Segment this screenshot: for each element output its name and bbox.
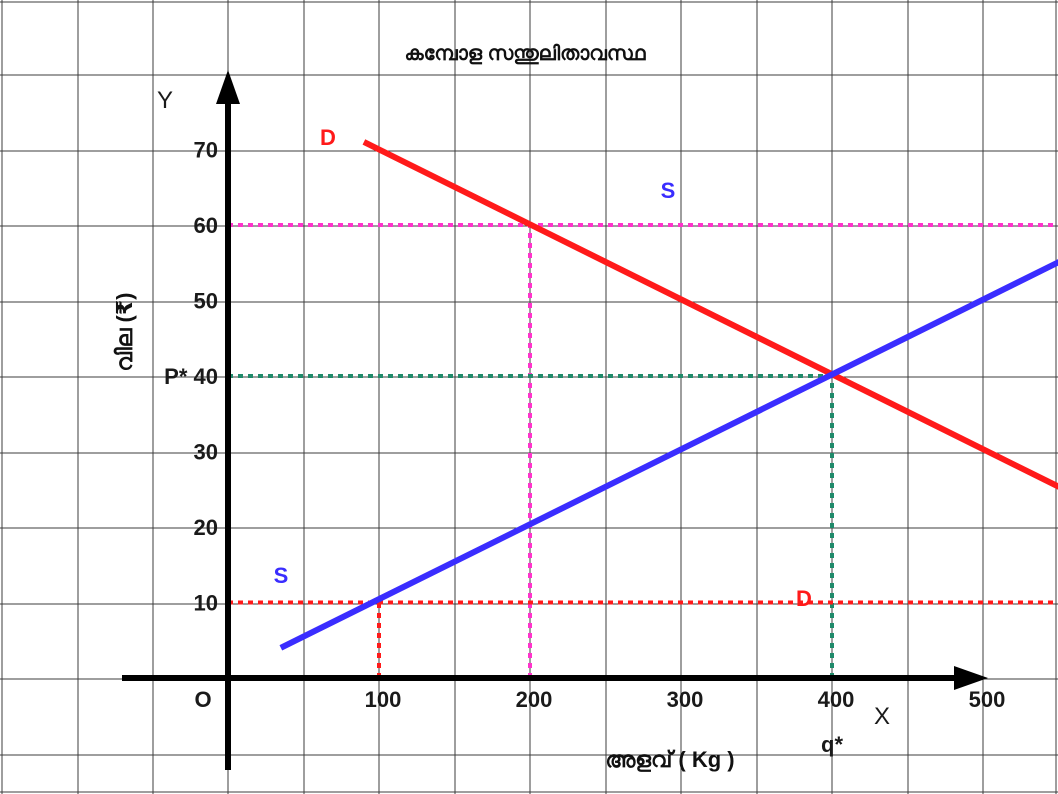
x-tick-label: 300: [667, 687, 704, 712]
equilibrium-quantity-label: q*: [821, 732, 843, 757]
x-tick-label: 100: [365, 687, 402, 712]
chart-title: കമ്പോള സന്തുലിതാവസ്ഥ: [405, 42, 646, 65]
y-tick-label: 10: [194, 591, 218, 616]
x-tick-label: 200: [516, 687, 553, 712]
supply-label-bottom: S: [274, 563, 289, 588]
y-tick-label: 20: [194, 515, 218, 540]
y-tick-label: 70: [194, 138, 218, 163]
origin-label: O: [194, 687, 211, 712]
x-axis-title: അളവ് ( Kg ): [605, 747, 734, 773]
supply-label-top: S: [661, 178, 676, 203]
y-tick-label: 50: [194, 289, 218, 314]
x-tick-label: 400: [818, 687, 855, 712]
y-axis-title: വില (₹): [112, 293, 137, 372]
labels: കമ്പോള സന്തുലിതാവസ്ഥ വില (₹) അളവ് ( Kg )…: [112, 42, 890, 773]
demand-curve: [362, 139, 1058, 490]
y-axis-letter: Y: [157, 87, 173, 114]
y-axis-arrowhead: [216, 70, 240, 104]
supply-curve: [279, 259, 1058, 651]
x-axis-arrowhead: [954, 666, 988, 690]
reference-lines: [228, 223, 1058, 678]
axes: [122, 70, 988, 770]
curves: [279, 139, 1058, 651]
y-tick-label: 30: [194, 440, 218, 465]
y-tick-label: 60: [194, 213, 218, 238]
demand-label-bottom: D: [796, 586, 812, 611]
x-axis-letter: X: [874, 703, 890, 730]
demand-label-top: D: [320, 125, 336, 150]
x-tick-label: 500: [969, 687, 1006, 712]
y-tick-label: P* 40: [164, 364, 218, 389]
